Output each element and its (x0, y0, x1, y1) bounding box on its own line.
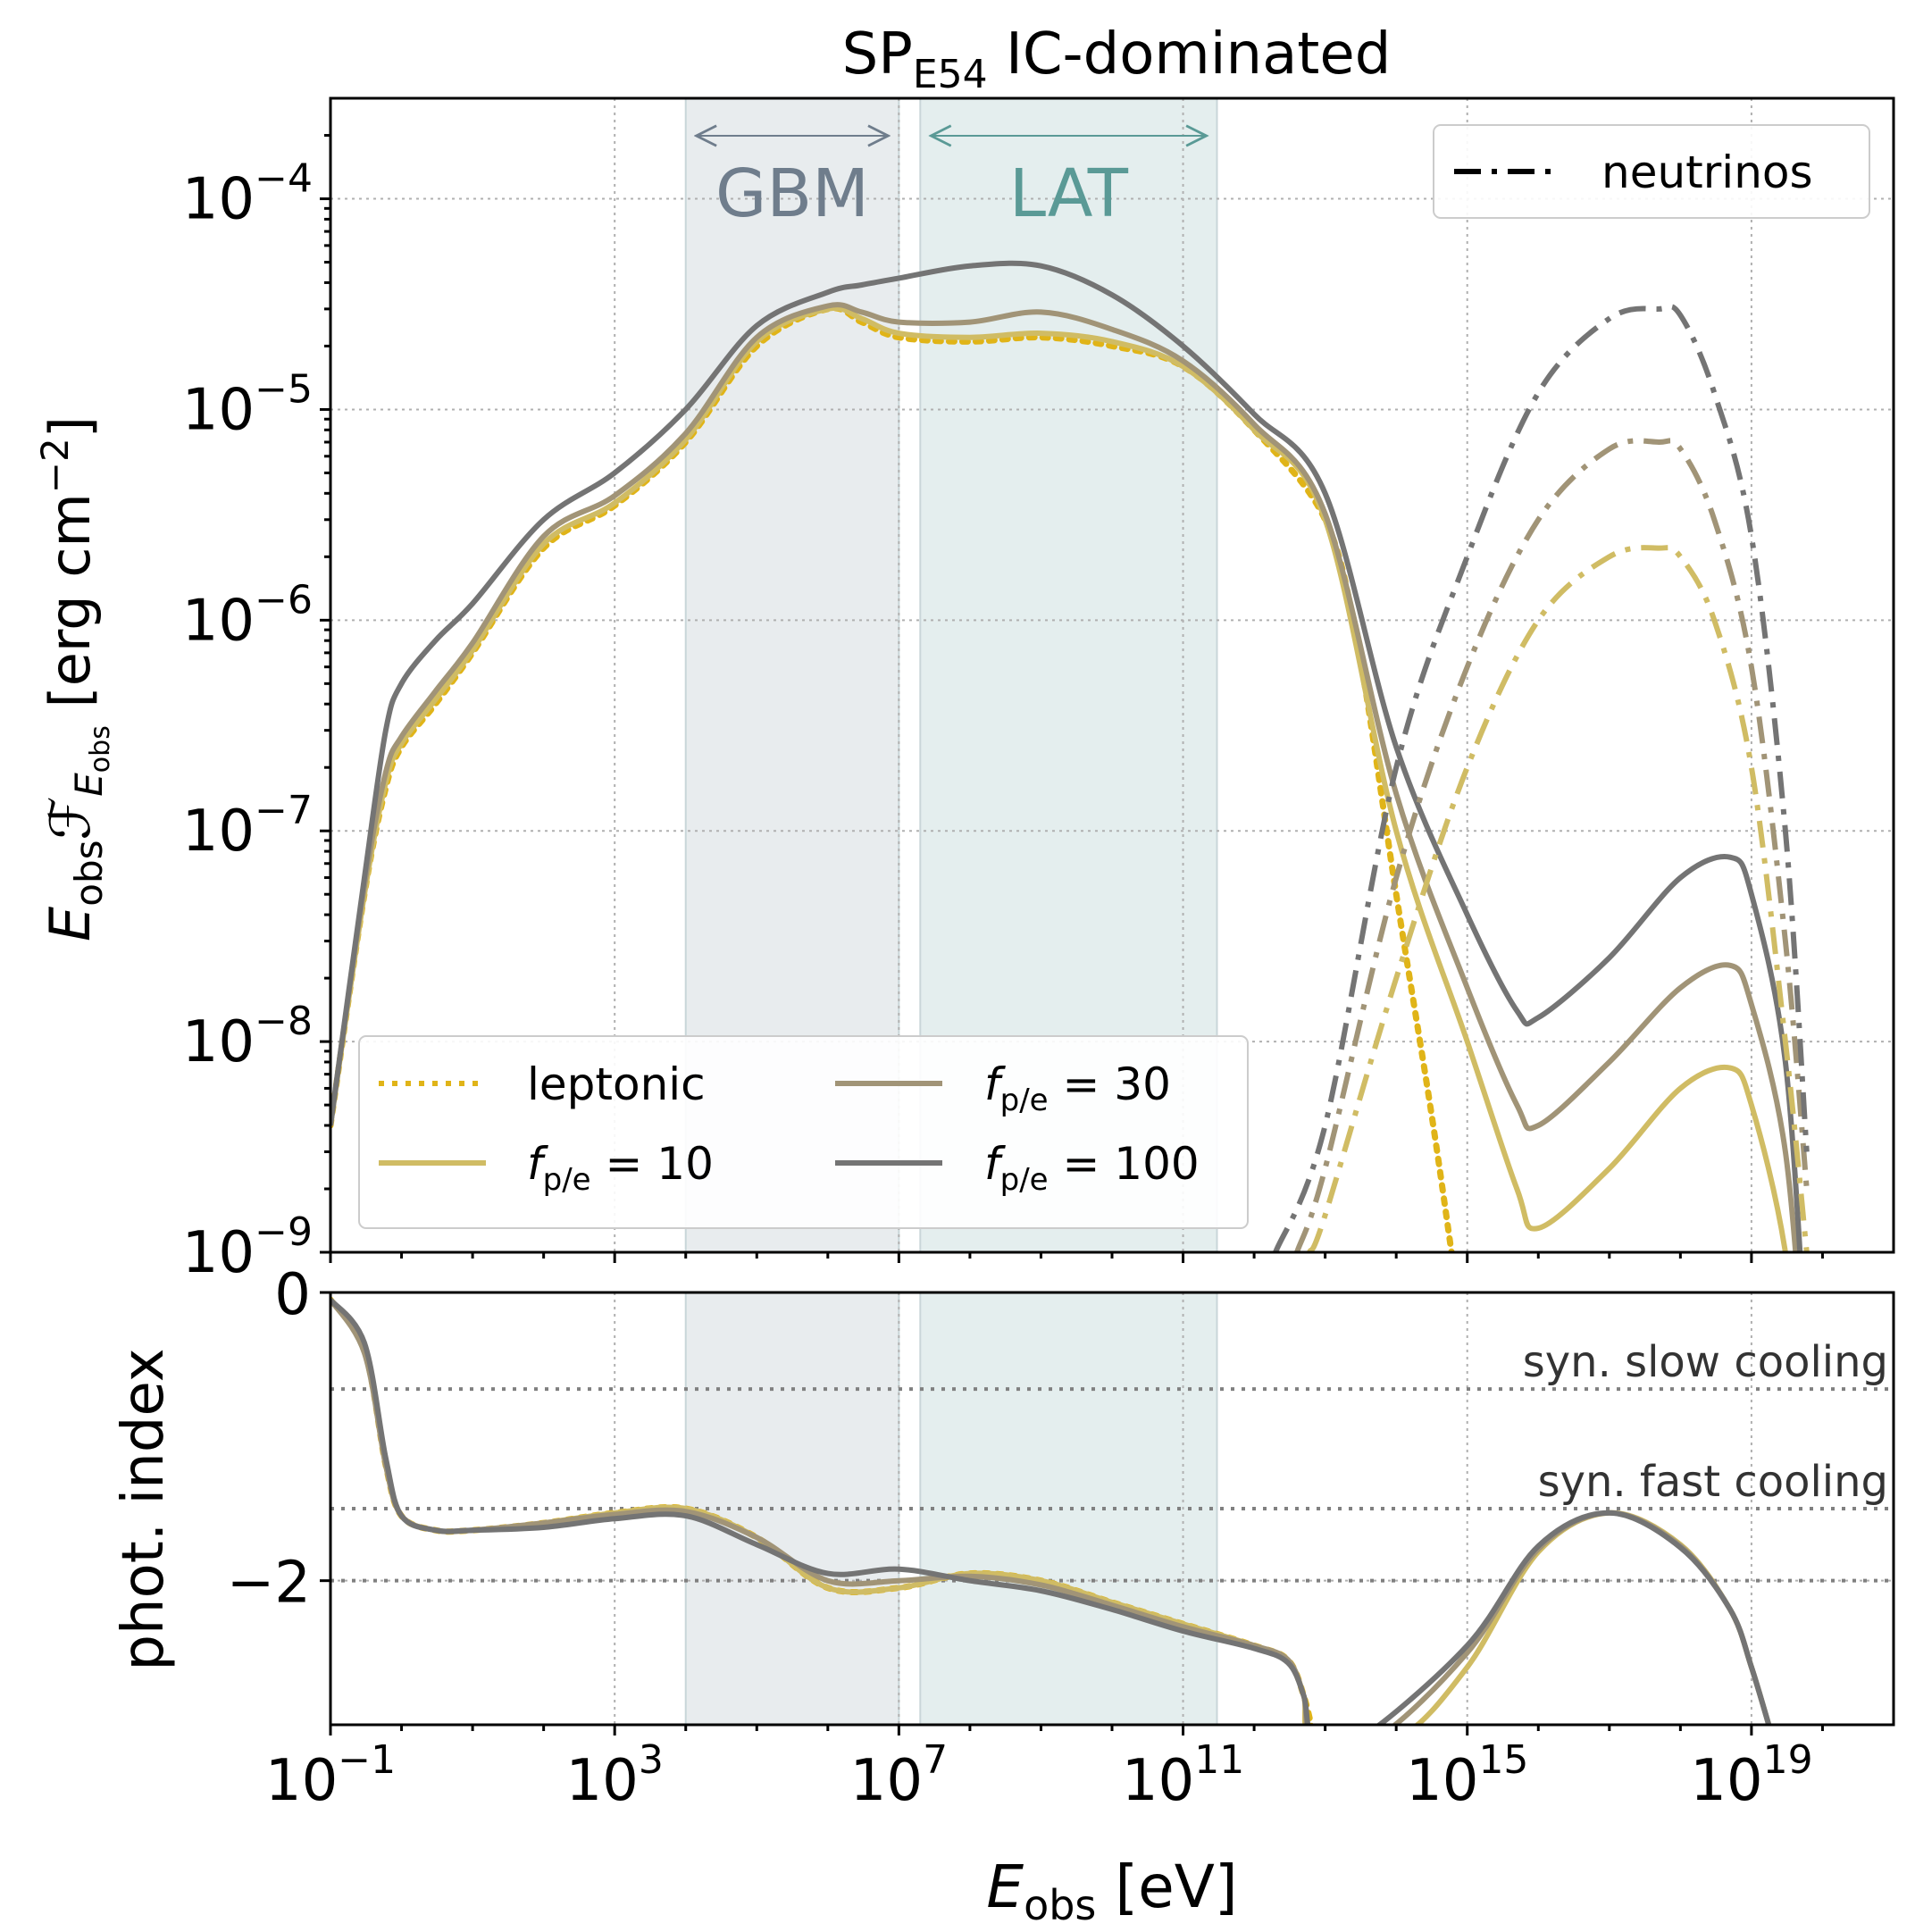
series-legend-box (358, 1035, 1249, 1229)
neutrino-legend-box (1433, 124, 1870, 219)
y-tick-labels-bottom: 0 −2 (227, 1262, 311, 1617)
series-f-p-e-100 (330, 260, 1803, 1252)
y-tick-label: 10−8 (182, 999, 313, 1075)
index-series-f-p-e-100 (330, 1298, 1772, 1725)
x-tick-labels: 10−1 103 107 1011 1015 1019 (265, 1737, 1813, 1814)
y-tick-label-lower: −2 (227, 1551, 311, 1617)
series-bottom (330, 1296, 1772, 1725)
y-tick-label: 10−5 (182, 366, 313, 443)
syn-slow-cooling-label: syn. slow cooling (1523, 1337, 1888, 1387)
x-tick-label: 1019 (1690, 1737, 1812, 1814)
series-legend: leptonic fp/e = 10 fp/e = 30 fp/e = 100 (358, 1035, 1249, 1229)
y-tick-label: 10−7 (182, 788, 313, 865)
legend-label-leptonic: leptonic (527, 1058, 706, 1110)
lat-label: LAT (1009, 155, 1129, 232)
x-tick-label: 107 (850, 1737, 948, 1814)
y-tick-labels-top: 10−9 10−8 10−7 10−6 10−5 10−4 (182, 156, 313, 1286)
syn-fast-cooling-label: syn. fast cooling (1538, 1457, 1888, 1507)
series-f-p-e-30 (330, 302, 1799, 1252)
legend-label-fpe30: fp/e = 30 (984, 1058, 1171, 1118)
legend-label-fpe10: fp/e = 10 (527, 1138, 714, 1198)
top-y-axis-label: EobsℱEobs [erg cm−2] (33, 416, 116, 941)
series-f-p-e-10 (330, 305, 1788, 1252)
ticks-bottom (320, 1291, 1824, 1735)
gbm-label: GBM (715, 155, 869, 232)
x-tick-label: 103 (565, 1737, 663, 1814)
neutrino-legend-label: neutrinos (1601, 146, 1813, 198)
y-tick-label: 10−9 (182, 1209, 313, 1286)
reference-lines (330, 1387, 1894, 1583)
chart-title: SPE54 IC-dominated (842, 21, 1392, 97)
x-tick-label: 10−1 (265, 1737, 396, 1814)
series-top (330, 260, 1810, 1252)
y-tick-label-lower: 0 (274, 1262, 311, 1328)
y-tick-label: 10−6 (182, 577, 313, 654)
neutrino-legend: neutrinos (1433, 124, 1870, 219)
bottom-y-axis-label: phot. index (111, 1348, 177, 1670)
legend-label-fpe100: fp/e = 100 (984, 1138, 1200, 1198)
x-tick-label: 1015 (1406, 1737, 1528, 1814)
series-f-p-e-30-neutrinos (1294, 438, 1810, 1252)
series-f-p-e-10-neutrinos (1307, 545, 1810, 1252)
y-tick-label: 10−4 (182, 156, 313, 233)
x-tick-label: 1011 (1122, 1737, 1244, 1814)
ticks-top (320, 134, 1824, 1263)
x-axis-label: Eobs [eV] (986, 1853, 1237, 1929)
